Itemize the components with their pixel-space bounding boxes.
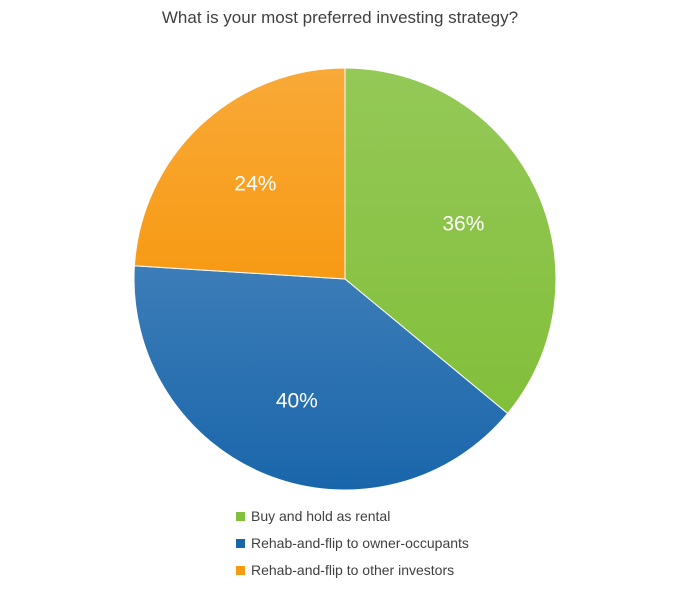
legend-item-flip-owner-occupants: Rehab-and-flip to owner-occupants — [236, 533, 469, 553]
legend-item-buy-and-hold: Buy and hold as rental — [236, 506, 469, 526]
legend-swatch — [236, 538, 245, 548]
legend: Buy and hold as rental Rehab-and-flip to… — [236, 506, 469, 587]
chart-title: What is your most preferred investing st… — [161, 8, 519, 27]
pie-slice-flip-owner-occupants — [133, 265, 509, 491]
pie-slice-buy-and-hold — [344, 67, 557, 415]
legend-label: Rehab-and-flip to other investors — [251, 562, 455, 578]
legend-label: Rehab-and-flip to owner-occupants — [251, 535, 469, 551]
pie-chart: 36% 40% 24% — [133, 67, 557, 491]
legend-label: Buy and hold as rental — [251, 508, 391, 524]
data-label-buy-and-hold: 36% — [442, 212, 484, 235]
data-label-flip-owner-occupants: 40% — [276, 390, 318, 413]
legend-swatch — [236, 511, 245, 521]
pie-slice-flip-other-investors — [133, 67, 346, 280]
legend-swatch — [236, 565, 245, 575]
data-label-flip-other-investors: 24% — [234, 173, 276, 196]
legend-item-flip-other-investors: Rehab-and-flip to other investors — [236, 560, 469, 580]
